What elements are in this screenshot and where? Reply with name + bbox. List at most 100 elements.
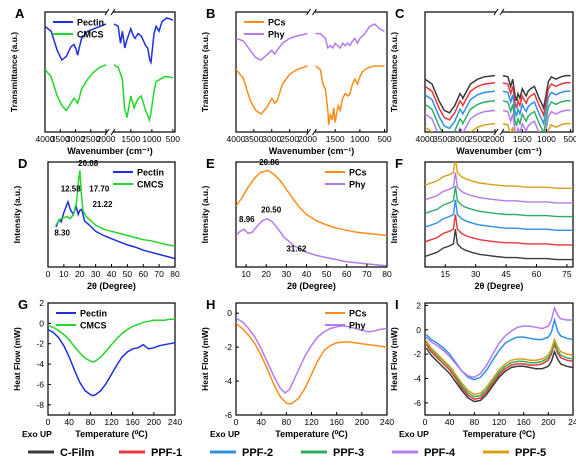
x-tick-label: 200 xyxy=(355,417,369,427)
series-line-ppf-5-right xyxy=(502,122,571,132)
series-line-ppf-3-left xyxy=(425,100,496,132)
x-tick-label: 80 xyxy=(282,417,292,427)
legend-label: Pectin xyxy=(77,18,104,28)
x-tick-label: 3000 xyxy=(451,134,470,144)
legend-label: Phy xyxy=(349,321,366,331)
panel-letter: E xyxy=(206,156,215,171)
y-axis-label: Heat Flow (mW) xyxy=(12,327,22,391)
x-tick-label: 120 xyxy=(492,417,506,427)
legend-label-ppf-5: PPF-5 xyxy=(515,447,546,459)
axis-break-gap xyxy=(496,10,502,15)
legend-label-ppf-4: PPF-4 xyxy=(424,447,456,459)
legend-label: PCs xyxy=(349,309,367,319)
x-tick-label: 4000 xyxy=(416,134,435,144)
legend-label-ppf-3: PPF-3 xyxy=(333,447,364,459)
y-tick-label: 2 xyxy=(39,298,44,308)
legend-label-c-film: C-Film xyxy=(60,447,94,459)
y-tick-label: -8 xyxy=(36,400,44,410)
x-tick-label: 240 xyxy=(168,417,182,427)
x-tick-label: 40 xyxy=(302,269,312,279)
panel-letter: I xyxy=(395,297,399,312)
series-line-phy-right xyxy=(315,23,385,50)
x-tick-label: 1500 xyxy=(121,134,140,144)
axis-break-gap xyxy=(308,130,315,135)
x-tick-label: 200 xyxy=(541,417,555,427)
panel-letter: C xyxy=(395,6,405,21)
series-line-pectin-left xyxy=(45,23,107,62)
legend-label-ppf-1: PPF-1 xyxy=(151,447,182,459)
plot-area xyxy=(425,74,571,132)
panel-h: H Temperature (⁰C) Heat Flow (mW) 0 40 80 120 1… xyxy=(200,297,394,439)
panel-c: C Wavenumber (cm⁻¹) Transmittance (a.u.) 40… xyxy=(389,6,576,156)
y-axis-label: Heat Flow (mW) xyxy=(389,327,399,391)
x-tick-label: 4000 xyxy=(227,134,246,144)
x-tick-label: 80 xyxy=(470,417,480,427)
x-tick-label: 3500 xyxy=(433,134,452,144)
x-tick-label: 1500 xyxy=(326,134,345,144)
axis-break-mark xyxy=(306,8,317,16)
series-line-pcs xyxy=(236,169,387,237)
axis-break-mark xyxy=(493,8,505,16)
series-line-ppf-1-left xyxy=(425,82,496,121)
series-line-ppf-5 xyxy=(425,337,573,396)
x-tick-label: 10 xyxy=(241,269,251,279)
x-tick-label: 0 xyxy=(46,269,51,279)
x-tick-label: 3500 xyxy=(244,134,263,144)
series-line-ppf-5-left xyxy=(425,122,496,132)
plot-frame xyxy=(424,11,574,133)
panel-letter: A xyxy=(15,6,25,21)
x-tick-label: 20 xyxy=(261,269,271,279)
y-axis-label: Intensity (a.u.) xyxy=(12,186,22,244)
x-tick-label: 40 xyxy=(107,269,117,279)
panel-letter: H xyxy=(206,297,215,312)
x-tick-label: 40 xyxy=(256,417,266,427)
y-tick-label: -6 xyxy=(224,410,232,420)
y-tick-label: 0 xyxy=(416,325,421,335)
plot-frame xyxy=(424,161,574,268)
y-tick-label: -4 xyxy=(36,359,44,369)
y-tick-label: -6 xyxy=(36,379,44,389)
x-tick-label: 80 xyxy=(170,269,180,279)
series-line-phy xyxy=(236,217,387,267)
series-line-ppf-5 xyxy=(425,162,573,189)
x-tick-label: 1000 xyxy=(537,134,556,144)
x-tick-label: 0 xyxy=(234,417,239,427)
legend-label: CMCS xyxy=(77,30,104,40)
x-tick-label: 1500 xyxy=(513,134,532,144)
axis-break-gap xyxy=(496,130,502,135)
legend-label: CMCS xyxy=(137,180,164,190)
y-tick-label: -4 xyxy=(224,376,232,386)
x-tick-label: 200 xyxy=(147,417,161,427)
x-tick-label: 15 xyxy=(441,269,451,279)
panel-letter: G xyxy=(18,297,28,312)
x-tick-label: 30 xyxy=(471,269,481,279)
y-tick-label: 2 xyxy=(416,300,421,310)
series-line-ppf-2 xyxy=(425,317,573,381)
legend-label: Phy xyxy=(268,30,285,40)
x-axis-label: 2θ (Degree) xyxy=(475,281,524,291)
panel-a: A Wavenumber (cm⁻¹) Transmittance (a.u.) 40… xyxy=(9,6,180,156)
series-line-pectin-right xyxy=(113,17,174,66)
legend-label-ppf-2: PPF-2 xyxy=(242,447,273,459)
panel-letter: F xyxy=(395,156,403,171)
x-tick-label: 70 xyxy=(362,269,372,279)
series-line-ppf-4 xyxy=(425,172,573,204)
x-tick-label: 2500 xyxy=(468,134,487,144)
x-tick-label: 80 xyxy=(382,269,392,279)
x-tick-label: 80 xyxy=(86,417,96,427)
y-tick-label: 0 xyxy=(227,308,232,318)
peak-annotation: 20.86 xyxy=(259,158,280,167)
x-tick-label: 500 xyxy=(377,134,391,144)
y-tick-label: -2 xyxy=(413,349,421,359)
x-tick-label: 10 xyxy=(59,269,69,279)
series-line-ppf-2-right xyxy=(502,90,571,127)
x-tick-label: 120 xyxy=(104,417,118,427)
axis-break-mark xyxy=(104,128,116,136)
peak-annotation: 20.08 xyxy=(78,159,99,168)
plot-area xyxy=(236,317,387,405)
series-line-pcs-left xyxy=(236,65,308,115)
x-tick-label: 240 xyxy=(380,417,394,427)
y-axis-label: Intensity (a.u.) xyxy=(389,186,399,244)
legend-label: PCs xyxy=(349,168,367,178)
